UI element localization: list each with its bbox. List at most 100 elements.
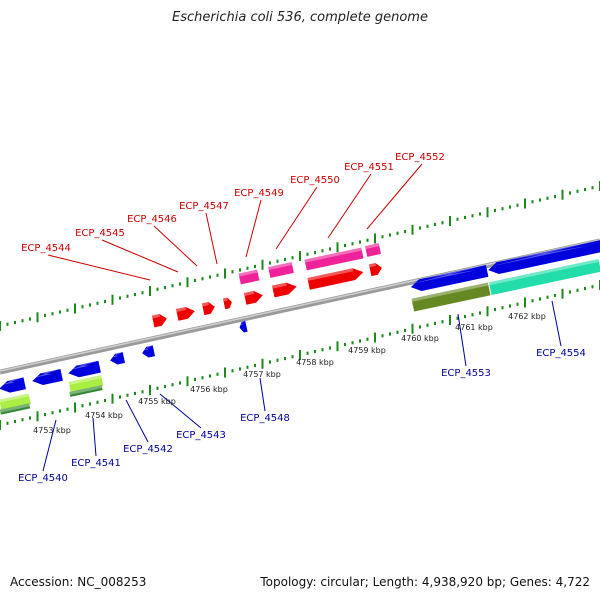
callout-line-ECP_4549 <box>245 199 262 258</box>
callout-line-ECP_4546 <box>153 225 198 267</box>
gene-red-1-shine <box>151 313 161 319</box>
genome-summary-text: Topology: circular; Length: 4,938,920 bp… <box>260 575 590 589</box>
gene-label-ECP_4551: ECP_4551 <box>344 162 394 173</box>
gene-pink-4-shape <box>365 243 381 257</box>
gene-red-4-shine <box>222 297 228 302</box>
inner-tick-marks <box>0 280 600 430</box>
gene-lime-2-shape <box>0 393 31 411</box>
callout-line-ECP_4547 <box>205 212 218 265</box>
outer-tick-marks <box>0 181 600 331</box>
gene-red-5-shine <box>243 290 255 296</box>
gene-red-2 <box>175 306 195 321</box>
gene-teal-1-shape <box>488 258 600 296</box>
accession-text: Accession: NC_008253 <box>10 575 147 589</box>
gene-label-ECP_4540: ECP_4540 <box>18 473 68 484</box>
gene-label-ECP_4546: ECP_4546 <box>127 214 177 225</box>
gene-label-ECP_4549: ECP_4549 <box>234 188 284 199</box>
gene-pink-1 <box>238 269 260 285</box>
gene-red-1 <box>151 313 167 328</box>
gene-red-4-shape <box>222 297 232 310</box>
gene-blue-6 <box>239 320 248 333</box>
gene-blue-5-shape <box>142 345 156 358</box>
gene-label-ECP_4552: ECP_4552 <box>395 152 445 163</box>
gene-label-ECP_4547: ECP_4547 <box>179 201 229 212</box>
gene-pink-3-shine <box>304 247 362 263</box>
gene-green-2-shine <box>0 403 30 413</box>
gene-pink-1-shine <box>238 269 258 277</box>
gene-green-1-shine <box>69 385 103 395</box>
scale-label-8: 4761 kbp <box>455 323 493 332</box>
gene-features <box>0 240 600 415</box>
gene-red-3-shine <box>201 302 209 307</box>
gene-lime-1-shine <box>68 375 102 385</box>
gene-blue-3 <box>67 360 101 378</box>
callout-line-ECP_4543 <box>159 393 202 429</box>
gene-label-ECP_4545: ECP_4545 <box>75 228 125 239</box>
callout-line-ECP_4542 <box>125 399 149 443</box>
genome-title: Escherichia coli 536, complete genome <box>172 10 428 25</box>
gene-green-1 <box>69 385 103 397</box>
callout-line-ECP_4551 <box>327 173 372 239</box>
gene-label-ECP_4544: ECP_4544 <box>21 243 71 254</box>
gene-olive-1 <box>411 282 491 312</box>
gene-red-2-shine <box>175 306 187 312</box>
callout-line-ECP_4550 <box>275 186 318 250</box>
gene-red-5 <box>243 290 263 305</box>
gene-lime-1-shape <box>68 375 104 393</box>
scale-label-4: 4757 kbp <box>243 370 281 379</box>
gene-blue-6-shape <box>239 320 248 333</box>
gene-red-7-shine <box>307 268 354 281</box>
callout-line-ECP_4540 <box>42 419 57 472</box>
gene-green-2 <box>0 403 31 415</box>
callout-line-ECP_4545 <box>101 239 179 273</box>
gene-red-8-shape <box>368 263 382 277</box>
gene-pink-2-shape <box>268 262 294 278</box>
gene-red-8-shine <box>368 263 376 268</box>
gene-green-1-shape <box>69 385 103 397</box>
gene-blue-1 <box>0 377 26 393</box>
scale-label-9: 4762 kbp <box>508 312 546 321</box>
callout-line-ECP_4548 <box>259 377 266 412</box>
gene-olive-1-shape <box>411 282 491 312</box>
gene-red-3 <box>201 302 215 316</box>
callout-line-ECP_4552 <box>366 163 423 230</box>
gene-blue-4 <box>109 352 125 365</box>
gene-label-ECP_4553: ECP_4553 <box>441 368 491 379</box>
gene-blue-5 <box>141 345 156 358</box>
gene-red-6-shine <box>272 282 287 289</box>
gene-blue-7 <box>410 264 489 292</box>
gene-blue-8-shine <box>487 240 600 268</box>
gene-blue-7-shape <box>410 264 489 292</box>
gene-pink-3 <box>304 247 364 271</box>
gene-red-3-shape <box>201 302 215 316</box>
gene-red-6 <box>272 282 297 298</box>
callout-line-ECP_4541 <box>92 417 97 457</box>
gene-red-2-shape <box>175 306 195 321</box>
gene-blue-8-shape <box>488 240 600 274</box>
gene-red-6-shape <box>272 282 297 298</box>
callout-line-ECP_4554 <box>551 300 562 347</box>
gene-blue-5-shine <box>141 345 153 351</box>
gene-red-4 <box>222 297 232 310</box>
gene-teal-1 <box>488 258 600 296</box>
gene-olive-1-shine <box>411 282 489 302</box>
gene-label-ECP_4548: ECP_4548 <box>240 413 290 424</box>
scale-label-3: 4756 kbp <box>190 385 228 394</box>
gene-pink-4-shine <box>365 243 380 250</box>
gene-blue-3-shape <box>68 360 101 378</box>
gene-label-ECP_4541: ECP_4541 <box>71 458 121 469</box>
gene-pink-4 <box>365 243 381 257</box>
scale-label-2: 4755 kbp <box>138 397 176 406</box>
gene-red-7-shape <box>307 268 364 290</box>
gene-red-7 <box>307 268 364 290</box>
scale-label-0: 4753 kbp <box>33 426 71 435</box>
scale-label-7: 4760 kbp <box>401 334 439 343</box>
gene-teal-1-shine <box>488 258 600 286</box>
gene-blue-1-shape <box>0 377 26 393</box>
gene-pink-3-shape <box>304 247 364 271</box>
gene-lime-2 <box>0 393 31 411</box>
gene-lime-2-shine <box>0 393 30 403</box>
gene-blue-6-shine <box>239 320 246 326</box>
